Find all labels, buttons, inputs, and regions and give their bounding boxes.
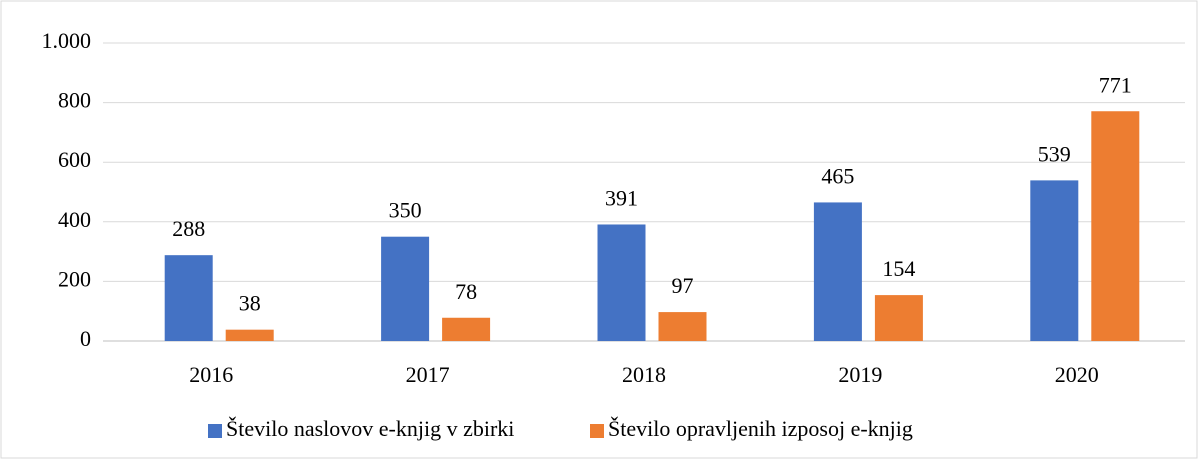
y-tick-label: 800 — [58, 88, 91, 113]
data-label: 288 — [172, 216, 205, 241]
x-tick-label: 2017 — [406, 362, 450, 387]
data-label: 97 — [672, 273, 694, 298]
bar — [225, 329, 274, 341]
bar — [597, 224, 646, 341]
x-tick-label: 2016 — [189, 362, 233, 387]
y-tick-label: 1.000 — [42, 28, 92, 53]
legend-swatch — [208, 424, 222, 438]
data-label: 350 — [389, 198, 422, 223]
y-tick-label: 600 — [58, 147, 91, 172]
y-tick-label: 400 — [58, 207, 91, 232]
bar — [658, 312, 707, 341]
data-label: 78 — [455, 279, 477, 304]
x-tick-label: 2018 — [622, 362, 666, 387]
data-label: 465 — [821, 163, 854, 188]
data-label: 38 — [239, 291, 261, 316]
bar — [164, 255, 213, 341]
legend-swatch — [590, 424, 604, 438]
x-tick-label: 2019 — [838, 362, 882, 387]
bar — [1091, 111, 1140, 341]
x-tick-label: 2020 — [1055, 362, 1099, 387]
data-label: 154 — [882, 256, 915, 281]
bar — [442, 317, 491, 341]
y-tick-label: 200 — [58, 266, 91, 291]
bar — [813, 202, 862, 341]
legend-label: Število naslovov e-knjig v zbirki — [226, 416, 514, 441]
bar — [874, 295, 923, 341]
data-label: 539 — [1038, 141, 1071, 166]
data-label: 391 — [605, 186, 638, 211]
y-tick-label: 0 — [80, 326, 91, 351]
legend-label: Število opravljenih izposoj e-knjig — [608, 416, 913, 441]
data-label: 771 — [1099, 72, 1132, 97]
bar — [381, 236, 430, 341]
bar — [1030, 180, 1079, 341]
